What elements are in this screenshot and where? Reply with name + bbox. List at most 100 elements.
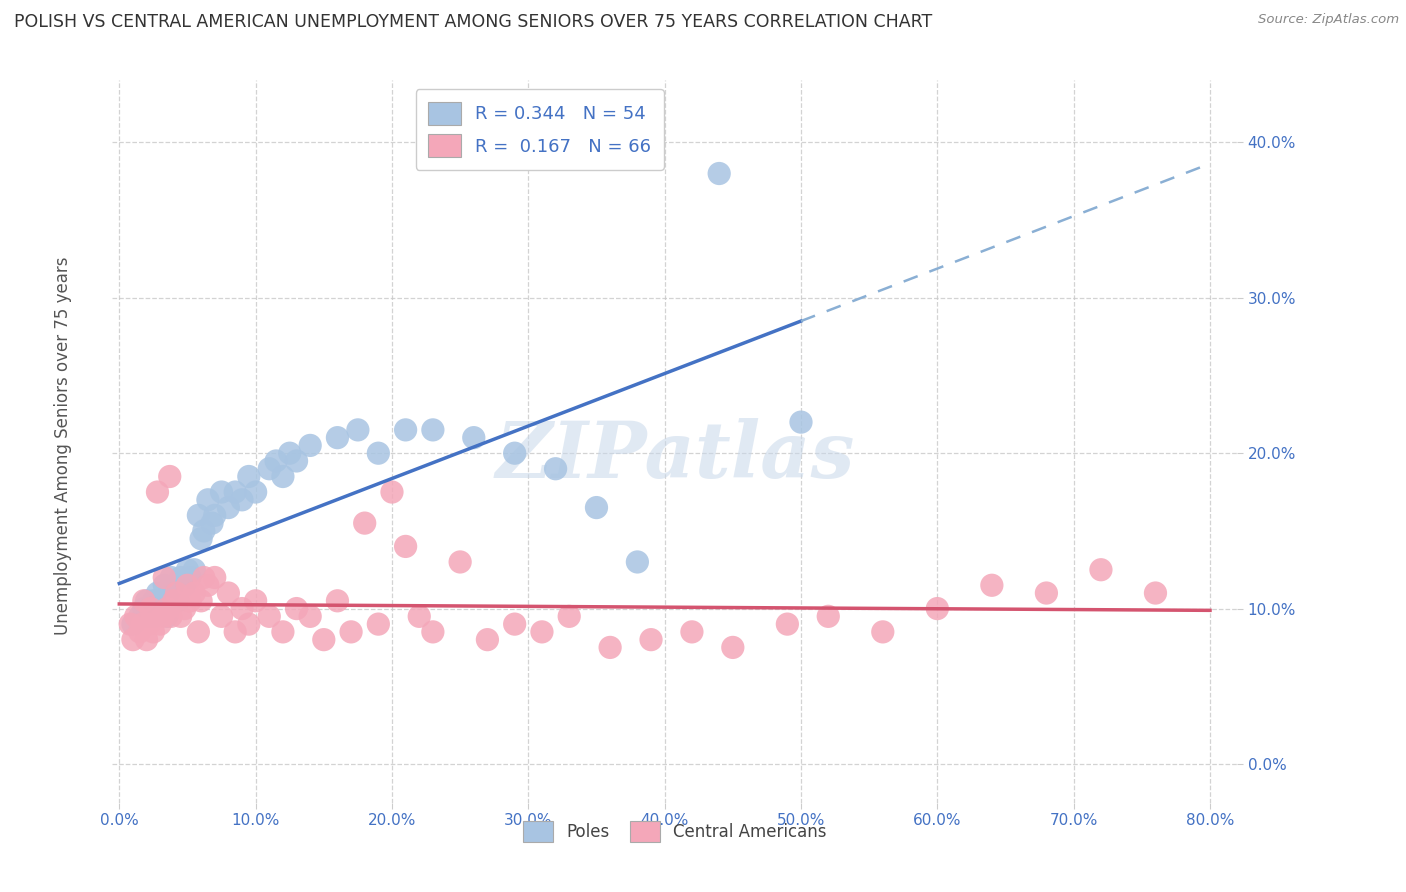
Point bbox=[217, 586, 239, 600]
Point bbox=[128, 609, 150, 624]
Point bbox=[217, 500, 239, 515]
Point bbox=[145, 601, 167, 615]
Point bbox=[131, 617, 153, 632]
Point bbox=[224, 485, 246, 500]
Point bbox=[422, 423, 444, 437]
Point bbox=[312, 632, 335, 647]
Point bbox=[259, 461, 281, 475]
Point bbox=[408, 609, 430, 624]
Point bbox=[394, 540, 416, 554]
Point bbox=[558, 609, 581, 624]
Point bbox=[245, 485, 267, 500]
Point bbox=[271, 624, 294, 639]
Point bbox=[156, 609, 179, 624]
Point bbox=[135, 594, 157, 608]
Point bbox=[503, 617, 526, 632]
Point bbox=[326, 431, 349, 445]
Point bbox=[159, 586, 181, 600]
Point bbox=[224, 624, 246, 639]
Point bbox=[204, 508, 226, 523]
Point bbox=[142, 609, 165, 624]
Text: Source: ZipAtlas.com: Source: ZipAtlas.com bbox=[1258, 13, 1399, 27]
Point bbox=[160, 609, 183, 624]
Point bbox=[422, 624, 444, 639]
Point bbox=[817, 609, 839, 624]
Point bbox=[169, 570, 191, 584]
Point bbox=[599, 640, 621, 655]
Point bbox=[128, 624, 150, 639]
Point bbox=[142, 594, 165, 608]
Point bbox=[190, 594, 212, 608]
Point bbox=[381, 485, 404, 500]
Point bbox=[146, 485, 169, 500]
Point bbox=[197, 578, 219, 592]
Point bbox=[790, 415, 813, 429]
Point bbox=[585, 500, 607, 515]
Point bbox=[340, 624, 363, 639]
Point bbox=[709, 167, 731, 181]
Point bbox=[193, 570, 215, 584]
Point bbox=[138, 617, 160, 632]
Point bbox=[156, 601, 179, 615]
Point bbox=[367, 617, 389, 632]
Point bbox=[166, 586, 188, 600]
Text: Unemployment Among Seniors over 75 years: Unemployment Among Seniors over 75 years bbox=[55, 257, 72, 635]
Point bbox=[197, 492, 219, 507]
Point bbox=[169, 609, 191, 624]
Point bbox=[138, 601, 160, 615]
Point bbox=[231, 601, 253, 615]
Point bbox=[264, 454, 287, 468]
Point bbox=[776, 617, 799, 632]
Point bbox=[238, 617, 260, 632]
Point bbox=[980, 578, 1002, 592]
Point bbox=[193, 524, 215, 538]
Point bbox=[167, 594, 190, 608]
Point bbox=[187, 624, 209, 639]
Point bbox=[503, 446, 526, 460]
Point bbox=[626, 555, 648, 569]
Point bbox=[132, 601, 155, 615]
Legend: Poles, Central Americans: Poles, Central Americans bbox=[516, 814, 834, 848]
Point bbox=[353, 516, 375, 530]
Point bbox=[187, 508, 209, 523]
Point bbox=[120, 617, 142, 632]
Point bbox=[285, 454, 308, 468]
Point bbox=[153, 570, 176, 584]
Point bbox=[347, 423, 370, 437]
Point bbox=[299, 609, 322, 624]
Point bbox=[139, 601, 162, 615]
Point bbox=[872, 624, 894, 639]
Point bbox=[122, 632, 145, 647]
Point bbox=[1035, 586, 1057, 600]
Point bbox=[1090, 563, 1112, 577]
Point bbox=[211, 609, 233, 624]
Point bbox=[135, 609, 157, 624]
Point bbox=[681, 624, 703, 639]
Point bbox=[394, 423, 416, 437]
Point bbox=[149, 601, 172, 615]
Point bbox=[160, 570, 183, 584]
Point bbox=[159, 469, 181, 483]
Point bbox=[640, 632, 662, 647]
Point bbox=[285, 601, 308, 615]
Point bbox=[201, 516, 224, 530]
Point bbox=[163, 594, 186, 608]
Point bbox=[259, 609, 281, 624]
Point bbox=[173, 601, 195, 615]
Point bbox=[163, 586, 186, 600]
Point bbox=[927, 601, 949, 615]
Point bbox=[326, 594, 349, 608]
Point bbox=[152, 609, 174, 624]
Point bbox=[132, 594, 155, 608]
Text: POLISH VS CENTRAL AMERICAN UNEMPLOYMENT AMONG SENIORS OVER 75 YEARS CORRELATION : POLISH VS CENTRAL AMERICAN UNEMPLOYMENT … bbox=[14, 13, 932, 31]
Point bbox=[176, 563, 198, 577]
Point bbox=[463, 431, 485, 445]
Point bbox=[149, 617, 172, 632]
Point bbox=[153, 578, 176, 592]
Point bbox=[544, 461, 567, 475]
Point bbox=[173, 578, 195, 592]
Point bbox=[190, 532, 212, 546]
Point bbox=[124, 609, 146, 624]
Point bbox=[299, 438, 322, 452]
Point bbox=[231, 492, 253, 507]
